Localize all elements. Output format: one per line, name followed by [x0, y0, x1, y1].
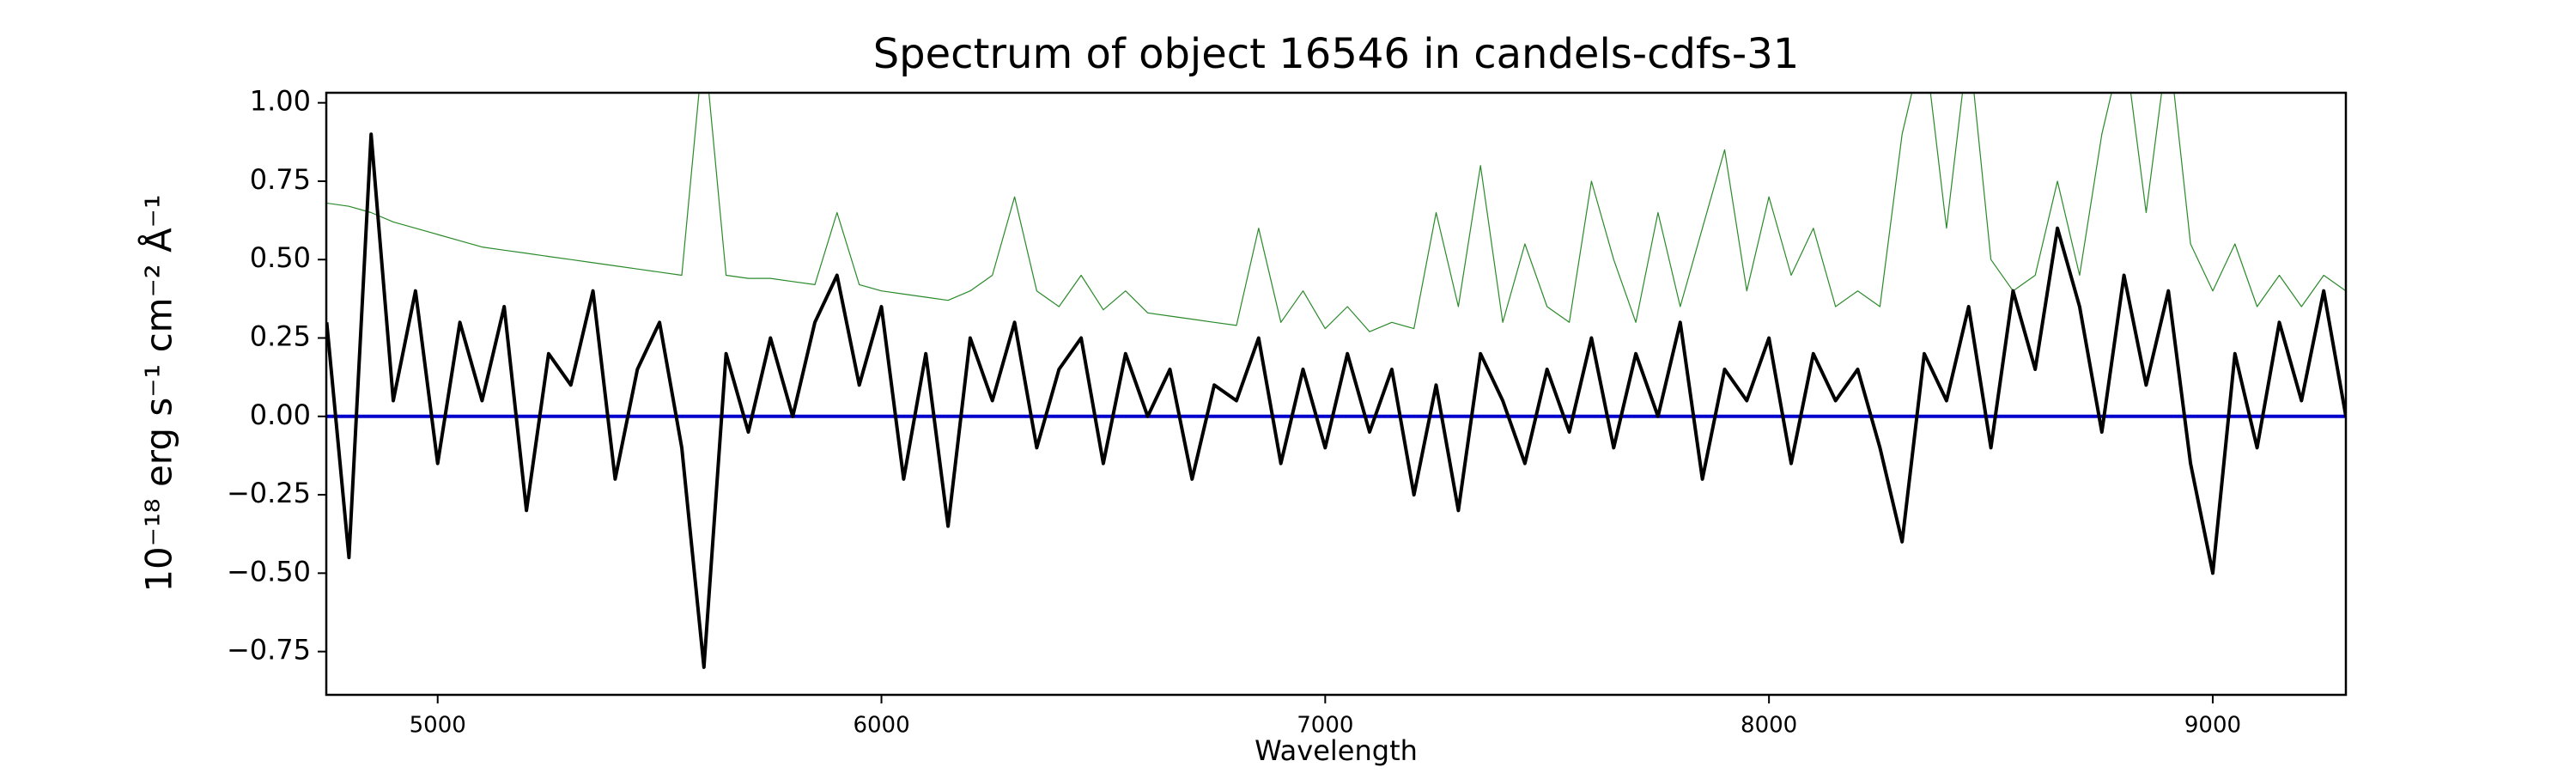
y-axis-label: 10⁻¹⁸ erg s⁻¹ cm⁻² Å⁻¹ — [137, 194, 180, 592]
y-tick-label: 0.00 — [250, 399, 311, 431]
y-tick-label: 0.25 — [250, 320, 311, 353]
y-tick-label: 1.00 — [250, 85, 311, 118]
y-tick-label: −0.25 — [227, 477, 311, 509]
y-tick-label: −0.50 — [227, 555, 311, 587]
x-tick-label: 5000 — [410, 713, 466, 739]
series-line — [326, 93, 2346, 332]
x-axis-label: Wavelength — [1255, 734, 1418, 767]
y-tick-label: −0.75 — [227, 634, 311, 666]
axes-frame — [325, 91, 2348, 697]
x-tick-label: 8000 — [1741, 713, 1797, 739]
series-line — [326, 132, 2346, 669]
chart-title: Spectrum of object 16546 in candels-cdfs… — [873, 30, 1800, 78]
x-tick-label: 7000 — [1297, 713, 1353, 739]
x-tick-label: 6000 — [853, 713, 909, 739]
y-tick-label: 0.75 — [250, 163, 311, 196]
y-tick-label: 0.50 — [250, 241, 311, 274]
plot-area — [326, 93, 2346, 669]
x-tick-label: 9000 — [2184, 713, 2241, 739]
